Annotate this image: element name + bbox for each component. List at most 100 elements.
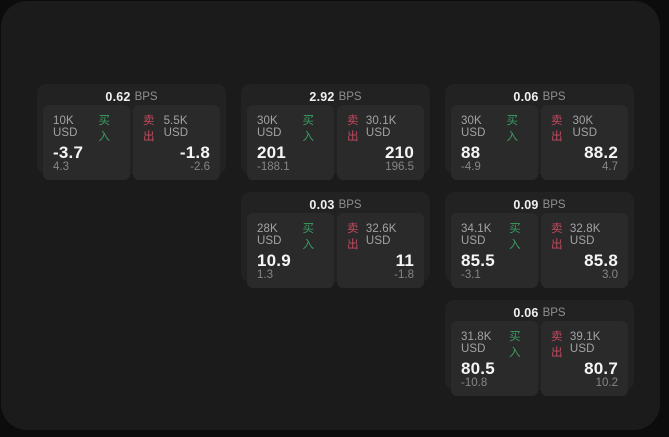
buy-price: 85.5 bbox=[461, 251, 495, 270]
quote-card: 0.03 BPS 28K USD 买入 10.9 1.3 卖出 32.6K US… bbox=[241, 192, 430, 288]
bps-header: 2.92 BPS bbox=[247, 90, 424, 104]
buy-side-label: 买入 bbox=[302, 223, 314, 251]
bps-value: 0.09 bbox=[513, 198, 539, 212]
sell-tile-header: 卖出 32.6K USD bbox=[347, 220, 414, 252]
buy-amount: 34.1K USD bbox=[461, 223, 492, 247]
buy-side-label: 买入 bbox=[98, 115, 110, 143]
sell-tile[interactable]: 卖出 30.1K USD 210 196.5 bbox=[337, 105, 424, 180]
buy-tile[interactable]: 30K USD 买入 88 -4.9 bbox=[451, 105, 538, 180]
buy-price: 80.5 bbox=[461, 359, 495, 378]
sell-amount: 5.5K USD bbox=[163, 115, 189, 139]
buy-tile-header: 30K USD 买入 bbox=[461, 112, 528, 144]
tiles-row: 30K USD 买入 201 -188.1 卖出 30.1K USD 210 1… bbox=[247, 105, 424, 180]
sell-change: 10.2 bbox=[595, 377, 618, 389]
buy-amount: 31.8K USD bbox=[461, 331, 492, 355]
bps-unit-label: BPS bbox=[542, 307, 566, 319]
buy-price: 201 bbox=[257, 143, 286, 162]
quote-cards-grid: 0.62 BPS 10K USD 买入 -3.7 4.3 卖出 5.5K USD bbox=[37, 84, 634, 396]
sell-price: 210 bbox=[385, 143, 414, 162]
buy-change: -10.8 bbox=[461, 377, 488, 389]
sell-amount: 30.1K USD bbox=[365, 115, 397, 139]
buy-side-label: 买入 bbox=[506, 115, 518, 143]
sell-side-label: 卖出 bbox=[143, 115, 155, 143]
main-panel: 0.62 BPS 10K USD 买入 -3.7 4.3 卖出 5.5K USD bbox=[1, 1, 660, 430]
sell-tile[interactable]: 卖出 32.8K USD 85.8 3.0 bbox=[541, 213, 628, 288]
sell-price: 11 bbox=[395, 251, 414, 270]
sell-price: 80.7 bbox=[584, 359, 618, 378]
sell-amount: 32.6K USD bbox=[365, 223, 397, 247]
bps-header: 0.06 BPS bbox=[451, 306, 628, 320]
bps-unit-label: BPS bbox=[338, 199, 362, 211]
sell-tile[interactable]: 卖出 39.1K USD 80.7 10.2 bbox=[541, 321, 628, 396]
buy-tile[interactable]: 34.1K USD 买入 85.5 -3.1 bbox=[451, 213, 538, 288]
sell-amount: 32.8K USD bbox=[569, 223, 601, 247]
bps-header: 0.09 BPS bbox=[451, 198, 628, 212]
sell-change: 196.5 bbox=[385, 161, 414, 173]
buy-tile-header: 10K USD 买入 bbox=[53, 112, 120, 144]
sell-tile[interactable]: 卖出 30K USD 88.2 4.7 bbox=[541, 105, 628, 180]
buy-price: 10.9 bbox=[257, 251, 291, 270]
bps-unit-label: BPS bbox=[542, 91, 566, 103]
sell-change: -1.8 bbox=[394, 269, 414, 281]
bps-header: 0.03 BPS bbox=[247, 198, 424, 212]
bps-value: 0.62 bbox=[105, 90, 131, 104]
buy-amount: 28K USD bbox=[257, 223, 282, 247]
buy-change: -188.1 bbox=[257, 161, 290, 173]
bps-header: 0.62 BPS bbox=[43, 90, 220, 104]
quote-card: 0.62 BPS 10K USD 买入 -3.7 4.3 卖出 5.5K USD bbox=[37, 84, 226, 180]
buy-tile-header: 31.8K USD 买入 bbox=[461, 328, 528, 360]
buy-tile[interactable]: 30K USD 买入 201 -188.1 bbox=[247, 105, 334, 180]
tiles-row: 10K USD 买入 -3.7 4.3 卖出 5.5K USD -1.8 -2.… bbox=[43, 105, 220, 180]
bps-unit-label: BPS bbox=[542, 199, 566, 211]
bps-unit-label: BPS bbox=[134, 91, 158, 103]
sell-tile-header: 卖出 30.1K USD bbox=[347, 112, 414, 144]
tiles-row: 28K USD 买入 10.9 1.3 卖出 32.6K USD 11 -1.8 bbox=[247, 213, 424, 288]
quote-card: 2.92 BPS 30K USD 买入 201 -188.1 卖出 30.1K … bbox=[241, 84, 430, 180]
sell-price: 88.2 bbox=[584, 143, 618, 162]
sell-price: 85.8 bbox=[584, 251, 618, 270]
tiles-row: 34.1K USD 买入 85.5 -3.1 卖出 32.8K USD 85.8… bbox=[451, 213, 628, 288]
bps-unit-label: BPS bbox=[338, 91, 362, 103]
sell-side-label: 卖出 bbox=[551, 115, 563, 143]
sell-change: 3.0 bbox=[602, 269, 618, 281]
quote-card: 0.06 BPS 30K USD 买入 88 -4.9 卖出 30K USD bbox=[445, 84, 634, 180]
bps-value: 2.92 bbox=[309, 90, 335, 104]
sell-tile[interactable]: 卖出 32.6K USD 11 -1.8 bbox=[337, 213, 424, 288]
quote-card: 0.06 BPS 31.8K USD 买入 80.5 -10.8 卖出 39.1… bbox=[445, 300, 634, 396]
buy-tile-header: 30K USD 买入 bbox=[257, 112, 324, 144]
buy-tile[interactable]: 28K USD 买入 10.9 1.3 bbox=[247, 213, 334, 288]
buy-tile-header: 34.1K USD 买入 bbox=[461, 220, 528, 252]
buy-change: -3.1 bbox=[461, 269, 481, 281]
sell-change: 4.7 bbox=[602, 161, 618, 173]
buy-side-label: 买入 bbox=[509, 223, 521, 251]
buy-amount: 30K USD bbox=[257, 115, 282, 139]
bps-value: 0.03 bbox=[309, 198, 335, 212]
buy-tile-header: 28K USD 买入 bbox=[257, 220, 324, 252]
bps-value: 0.06 bbox=[513, 90, 539, 104]
buy-side-label: 买入 bbox=[302, 115, 314, 143]
sell-tile[interactable]: 卖出 5.5K USD -1.8 -2.6 bbox=[133, 105, 220, 180]
bps-header: 0.06 BPS bbox=[451, 90, 628, 104]
sell-side-label: 卖出 bbox=[551, 331, 563, 359]
buy-change: 4.3 bbox=[53, 161, 69, 173]
sell-side-label: 卖出 bbox=[347, 115, 359, 143]
sell-amount: 39.1K USD bbox=[569, 331, 601, 355]
sell-side-label: 卖出 bbox=[347, 223, 359, 251]
sell-change: -2.6 bbox=[190, 161, 210, 173]
sell-tile-header: 卖出 39.1K USD bbox=[551, 328, 618, 360]
sell-amount: 30K USD bbox=[572, 115, 598, 139]
buy-amount: 30K USD bbox=[461, 115, 486, 139]
buy-price: -3.7 bbox=[53, 143, 84, 162]
sell-tile-header: 卖出 30K USD bbox=[551, 112, 618, 144]
buy-change: -4.9 bbox=[461, 161, 481, 173]
buy-tile[interactable]: 31.8K USD 买入 80.5 -10.8 bbox=[451, 321, 538, 396]
buy-amount: 10K USD bbox=[53, 115, 78, 139]
sell-price: -1.8 bbox=[179, 143, 210, 162]
tiles-row: 30K USD 买入 88 -4.9 卖出 30K USD 88.2 4.7 bbox=[451, 105, 628, 180]
sell-tile-header: 卖出 5.5K USD bbox=[143, 112, 210, 144]
buy-tile[interactable]: 10K USD 买入 -3.7 4.3 bbox=[43, 105, 130, 180]
buy-change: 1.3 bbox=[257, 269, 273, 281]
sell-tile-header: 卖出 32.8K USD bbox=[551, 220, 618, 252]
bps-value: 0.06 bbox=[513, 306, 539, 320]
buy-price: 88 bbox=[461, 143, 481, 162]
